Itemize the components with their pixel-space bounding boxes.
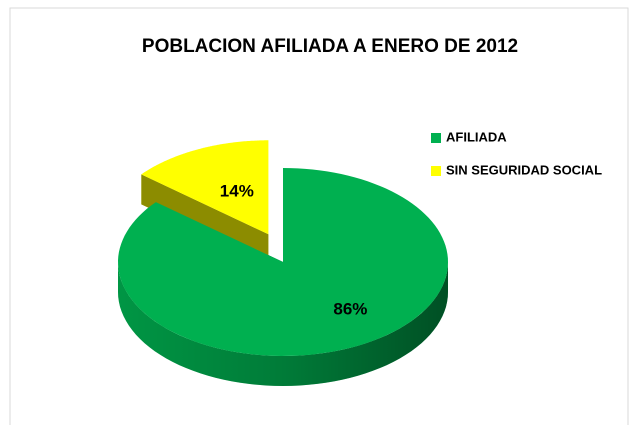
- pie: 86% 14%: [118, 140, 448, 386]
- slice-wall-shade: [118, 262, 448, 386]
- slice: [118, 168, 448, 356]
- data-label: 14%: [220, 181, 254, 200]
- legend-label: AFILIADA: [446, 129, 507, 144]
- slice: [141, 140, 269, 235]
- legend-swatch: [431, 166, 441, 176]
- legend-swatch: [431, 133, 441, 143]
- legend-label: SIN SEGURIDAD SOCIAL: [446, 162, 602, 177]
- chart-title: POBLACION AFILIADA A ENERO DE 2012: [142, 36, 518, 57]
- legend: AFILIADA SIN SEGURIDAD SOCIAL: [431, 129, 602, 177]
- data-label: 86%: [333, 299, 367, 318]
